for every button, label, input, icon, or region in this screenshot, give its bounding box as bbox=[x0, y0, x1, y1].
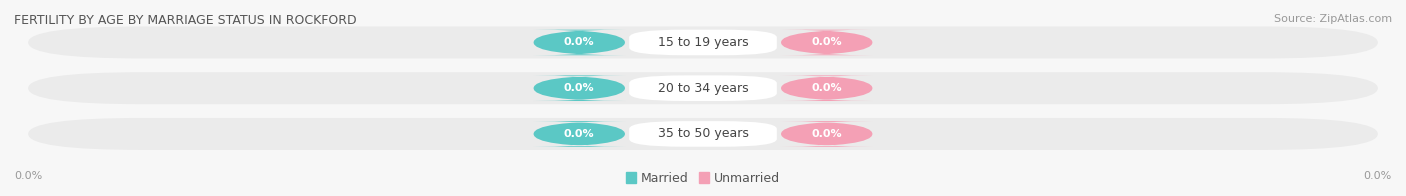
FancyBboxPatch shape bbox=[28, 26, 1378, 58]
Text: 20 to 34 years: 20 to 34 years bbox=[658, 82, 748, 95]
FancyBboxPatch shape bbox=[630, 75, 776, 101]
FancyBboxPatch shape bbox=[780, 30, 873, 55]
Text: 0.0%: 0.0% bbox=[564, 83, 595, 93]
Text: 0.0%: 0.0% bbox=[564, 37, 595, 47]
FancyBboxPatch shape bbox=[780, 75, 873, 101]
FancyBboxPatch shape bbox=[28, 118, 1378, 150]
FancyBboxPatch shape bbox=[630, 121, 776, 147]
FancyBboxPatch shape bbox=[780, 121, 873, 147]
Text: 0.0%: 0.0% bbox=[811, 83, 842, 93]
FancyBboxPatch shape bbox=[630, 30, 776, 55]
Text: 0.0%: 0.0% bbox=[1364, 171, 1392, 181]
Text: 0.0%: 0.0% bbox=[811, 37, 842, 47]
Text: 0.0%: 0.0% bbox=[14, 171, 42, 181]
Text: 0.0%: 0.0% bbox=[811, 129, 842, 139]
Text: 35 to 50 years: 35 to 50 years bbox=[658, 127, 748, 140]
FancyBboxPatch shape bbox=[533, 75, 626, 101]
Legend: Married, Unmarried: Married, Unmarried bbox=[621, 167, 785, 190]
FancyBboxPatch shape bbox=[533, 121, 626, 147]
FancyBboxPatch shape bbox=[28, 72, 1378, 104]
FancyBboxPatch shape bbox=[533, 30, 626, 55]
Text: 15 to 19 years: 15 to 19 years bbox=[658, 36, 748, 49]
Text: Source: ZipAtlas.com: Source: ZipAtlas.com bbox=[1274, 14, 1392, 24]
Text: FERTILITY BY AGE BY MARRIAGE STATUS IN ROCKFORD: FERTILITY BY AGE BY MARRIAGE STATUS IN R… bbox=[14, 14, 357, 27]
Text: 0.0%: 0.0% bbox=[564, 129, 595, 139]
